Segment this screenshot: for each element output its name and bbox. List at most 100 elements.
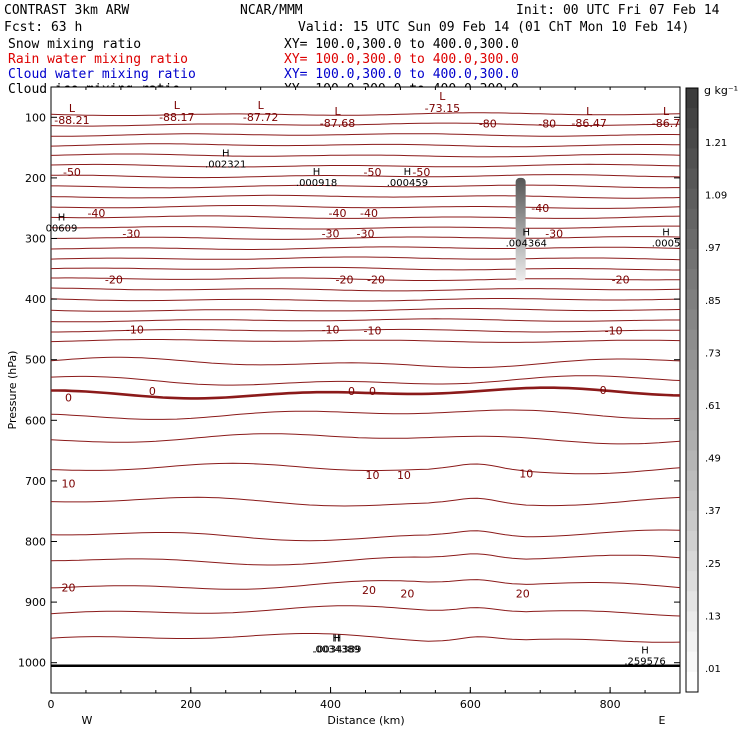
colorbar-tick-10: .01 <box>705 664 721 675</box>
maximum-marker-7: H <box>332 633 340 644</box>
x-axis-label: Distance (km) <box>327 714 404 727</box>
contour-line-31 <box>50 553 681 566</box>
contour-line-11 <box>50 225 680 230</box>
colorbar-band-21 <box>686 510 698 532</box>
contour-label-4: -40 <box>329 207 347 220</box>
contour-line-14 <box>50 256 681 261</box>
maximum-value-8: .259576 <box>624 657 665 668</box>
contour-line-17 <box>50 287 681 292</box>
contour-label-25: 10 <box>365 469 379 482</box>
colorbar-band-14 <box>686 369 698 391</box>
contour-line-7 <box>51 184 680 189</box>
colorbar-band-13 <box>686 349 698 371</box>
colorbar-band-23 <box>686 551 698 572</box>
colorbar-band-15 <box>686 390 698 411</box>
contour-label-27: 10 <box>519 468 533 481</box>
colorbar-band-3 <box>686 148 698 170</box>
colorbar-band-11 <box>686 309 698 331</box>
minimum-marker-3: L <box>334 105 341 118</box>
colorbar-units: g kg⁻¹ <box>704 84 738 97</box>
east-label: E <box>659 714 666 727</box>
minimum-value-6: -86.7 <box>652 117 680 130</box>
contour-line-24 <box>50 375 681 386</box>
contour-line-27 <box>50 433 681 445</box>
colorbar-tick-6: .49 <box>705 454 721 465</box>
colorbar-band-8 <box>686 249 698 270</box>
colorbar-band-9 <box>686 269 698 290</box>
minimum-value-3: -87.68 <box>320 117 355 130</box>
contour-line-21 <box>51 328 680 333</box>
west-label: W <box>82 714 93 727</box>
contour-line-25 <box>51 386 681 400</box>
contour-label-9: -30 <box>357 228 375 241</box>
minimum-marker-2: L <box>258 99 265 112</box>
x-tick-label-2: 400 <box>320 698 341 711</box>
colorbar-band-17 <box>686 430 698 451</box>
colorbar-band-12 <box>686 329 698 351</box>
colorbar-tick-1: 1.09 <box>705 191 727 202</box>
minimum-value-1: -88.17 <box>159 111 194 124</box>
forecast-hour: Fcst: 63 h <box>4 20 82 35</box>
colorbar-band-4 <box>686 168 698 190</box>
contour-label-1: -50 <box>364 166 382 179</box>
maximum-marker-1: H <box>313 167 321 178</box>
init-time: Init: 00 UTC Fri 07 Feb 14 <box>516 3 720 18</box>
colorbar-band-0 <box>686 88 698 109</box>
y-tick-label-8: 900 <box>25 596 46 609</box>
contour-line-32 <box>50 579 681 590</box>
contour-label-17: -10 <box>364 325 382 338</box>
y-tick-label-5: 600 <box>25 414 46 427</box>
colorbar-band-1 <box>686 108 698 129</box>
maximum-value-5: .0005 <box>652 238 681 249</box>
contour-line-28 <box>50 462 681 475</box>
contour-label-15: -10 <box>126 323 144 336</box>
maximum-value-1: .000918 <box>296 178 337 189</box>
contour-line-19 <box>50 308 681 312</box>
colorbar-tick-3: .85 <box>705 296 721 307</box>
contour-label-26: 10 <box>397 469 411 482</box>
colorbar-tick-7: .37 <box>705 506 721 517</box>
center-title: NCAR/MMM <box>240 3 303 18</box>
contour-line-3 <box>50 143 681 148</box>
y-tick-label-6: 700 <box>25 475 46 488</box>
legend-xy-2: XY= 100.0,300.0 to 400.0,300.0 <box>284 67 519 82</box>
x-tick-label-1: 200 <box>180 698 201 711</box>
contour-line-18 <box>50 298 681 302</box>
contour-line-0 <box>50 112 681 116</box>
legend-name-0: Snow mixing ratio <box>8 37 141 52</box>
contour-label-22: 0 <box>369 385 376 398</box>
maximum-marker-5: H <box>662 227 670 238</box>
colorbar-band-22 <box>686 530 698 552</box>
y-tick-label-1: 200 <box>25 172 46 185</box>
contour-line-12 <box>50 236 681 240</box>
y-tick-label-9: 1000 <box>18 657 46 670</box>
maximum-marker-4: H <box>522 227 530 238</box>
maximum-marker-6: H <box>334 633 342 644</box>
contour-line-30 <box>50 529 681 542</box>
maximum-value-3: 00609 <box>46 223 78 234</box>
colorbar-band-7 <box>686 228 698 250</box>
contour-label-11: -20 <box>105 274 123 287</box>
colorbar-tick-5: .61 <box>705 401 721 412</box>
contour-label-5: -40 <box>360 207 378 220</box>
contour-line-13 <box>50 246 681 250</box>
colorbar-tick-4: .73 <box>705 348 721 359</box>
contour-label-28: -80 <box>479 117 497 130</box>
temperature-contours <box>50 112 681 667</box>
contour-label-3: -40 <box>87 207 105 220</box>
contour-label-31: 20 <box>362 584 376 597</box>
valid-time: Valid: 15 UTC Sun 09 Feb 14 (01 ChT Mon … <box>298 20 689 35</box>
maximum-marker-3: H <box>58 212 66 223</box>
contour-label-29: -80 <box>538 117 556 130</box>
legend-xy-1: XY= 100.0,300.0 to 400.0,300.0 <box>284 52 519 67</box>
x-tick-label-4: 800 <box>600 698 621 711</box>
model-title: CONTRAST 3km ARW <box>4 3 129 18</box>
contour-line-1 <box>50 122 681 127</box>
contour-label-2: -50 <box>412 166 430 179</box>
minimum-marker-4: L <box>439 90 446 103</box>
contour-line-9 <box>50 205 681 209</box>
contour-label-8: -30 <box>322 228 340 241</box>
colorbar-frame <box>685 87 699 693</box>
